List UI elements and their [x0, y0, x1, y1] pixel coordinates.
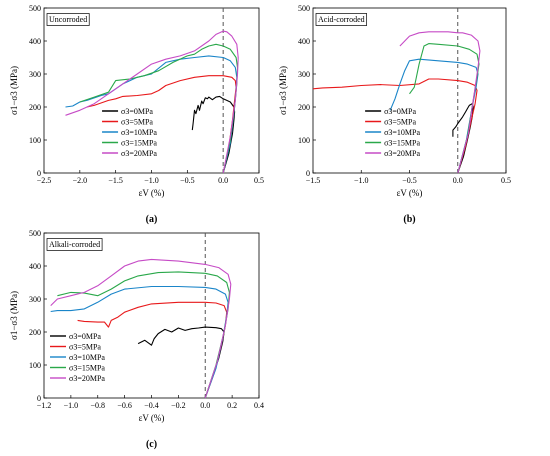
y-axis-label: σ1−σ3 (MPa): [9, 291, 19, 340]
x-axis-label: εV (%): [397, 188, 423, 198]
panel-label: (c): [146, 439, 157, 450]
y-tick-label: 500: [298, 4, 310, 13]
y-tick-label: 0: [306, 169, 310, 178]
panel-label: (b): [403, 214, 415, 225]
y-tick-label: 100: [29, 136, 41, 145]
x-tick-label: −0.8: [90, 401, 105, 410]
series-line-5: [50, 258, 232, 399]
chart-panel-2: −1.5 −1.0 −0.5 0.0 0.5 0 100 200 300 400 500 Acid-c…: [278, 4, 511, 225]
y-tick-label: 100: [29, 361, 41, 370]
series-line-1: [137, 326, 225, 399]
legend-entry: σ3=10MPa: [121, 128, 157, 137]
legend-entry: σ3=5MPa: [121, 118, 153, 127]
x-tick-label: 0.2: [227, 401, 237, 410]
x-tick-label: 0.0: [453, 176, 463, 185]
legend-entry: σ3=20MPa: [384, 149, 420, 158]
legend-entry: σ3=0MPa: [69, 332, 101, 341]
panel-annotation: Alkali-corroded: [49, 240, 100, 249]
annotation-box: [46, 238, 103, 251]
x-tick-label: −0.2: [171, 401, 186, 410]
y-tick-label: 200: [29, 328, 41, 337]
x-tick-label: −1.0: [144, 176, 159, 185]
annotation-box: [46, 13, 90, 26]
x-tick-label: −0.5: [180, 176, 195, 185]
y-tick-label: 300: [29, 70, 41, 79]
chart-panel-3: −1.2 −1.0 −0.8 −0.6 −0.4 −0.2 0.0 0.2 0.4 0 100 200…: [9, 229, 264, 450]
legend-entry: σ3=0MPa: [384, 107, 416, 116]
x-tick-label: −1.0: [64, 401, 79, 410]
x-tick-label: −1.5: [108, 176, 123, 185]
panel-annotation: Uncorroded: [49, 15, 87, 24]
y-tick-label: 300: [29, 295, 41, 304]
x-tick-label: 0.5: [254, 176, 264, 185]
x-tick-label: 0.5: [501, 176, 511, 185]
legend-entry: σ3=15MPa: [384, 139, 420, 148]
legend-entry: σ3=10MPa: [69, 353, 105, 362]
chart-panel-1: −2.5 −2.0 −1.5 −1.0 −0.5 0.0 0.5 0 100 200 300 400 5…: [9, 4, 264, 225]
y-tick-label: 300: [298, 70, 310, 79]
y-axis-label: σ1−σ3 (MPa): [278, 66, 288, 115]
y-tick-label: 500: [29, 229, 41, 238]
y-tick-label: 400: [29, 262, 41, 271]
x-tick-label: −1.2: [37, 401, 52, 410]
series-line-1: [191, 95, 236, 174]
y-tick-label: 200: [298, 103, 310, 112]
y-tick-label: 100: [298, 136, 310, 145]
x-tick-label: 0.0: [218, 176, 228, 185]
legend-entry: σ3=20MPa: [121, 149, 157, 158]
legend-entry: σ3=5MPa: [384, 118, 416, 127]
x-tick-label: −1.0: [354, 176, 369, 185]
legend-entry: σ3=15MPa: [69, 364, 105, 373]
x-tick-label: −0.6: [117, 401, 132, 410]
x-tick-label: −2.0: [73, 176, 88, 185]
panel-annotation: Acid-corroded: [318, 15, 365, 24]
y-tick-label: 0: [37, 169, 41, 178]
y-tick-label: 200: [29, 103, 41, 112]
y-tick-label: 400: [298, 37, 310, 46]
annotation-box: [315, 13, 368, 26]
series-line-5: [399, 31, 481, 174]
x-axis-label: εV (%): [139, 413, 165, 423]
x-tick-label: −0.4: [144, 401, 159, 410]
legend-entry: σ3=0MPa: [121, 107, 153, 116]
x-tick-label: −1.5: [306, 176, 321, 185]
y-tick-label: 400: [29, 37, 41, 46]
x-tick-label: 0.0: [200, 401, 210, 410]
y-tick-label: 500: [29, 4, 41, 13]
x-tick-label: −2.5: [37, 176, 52, 185]
panel-label: (a): [146, 214, 158, 225]
y-axis-label: σ1−σ3 (MPa): [9, 66, 19, 115]
y-tick-label: 0: [37, 394, 41, 403]
legend-entry: σ3=15MPa: [121, 139, 157, 148]
legend-entry: σ3=20MPa: [69, 374, 105, 383]
legend-entry: σ3=10MPa: [384, 128, 420, 137]
series-line-5: [65, 30, 239, 174]
x-tick-label: 0.4: [254, 401, 264, 410]
x-tick-label: −0.5: [402, 176, 417, 185]
x-axis-label: εV (%): [139, 188, 165, 198]
legend-entry: σ3=5MPa: [69, 343, 101, 352]
series-line-1: [452, 103, 474, 174]
series-line-2: [312, 78, 478, 174]
